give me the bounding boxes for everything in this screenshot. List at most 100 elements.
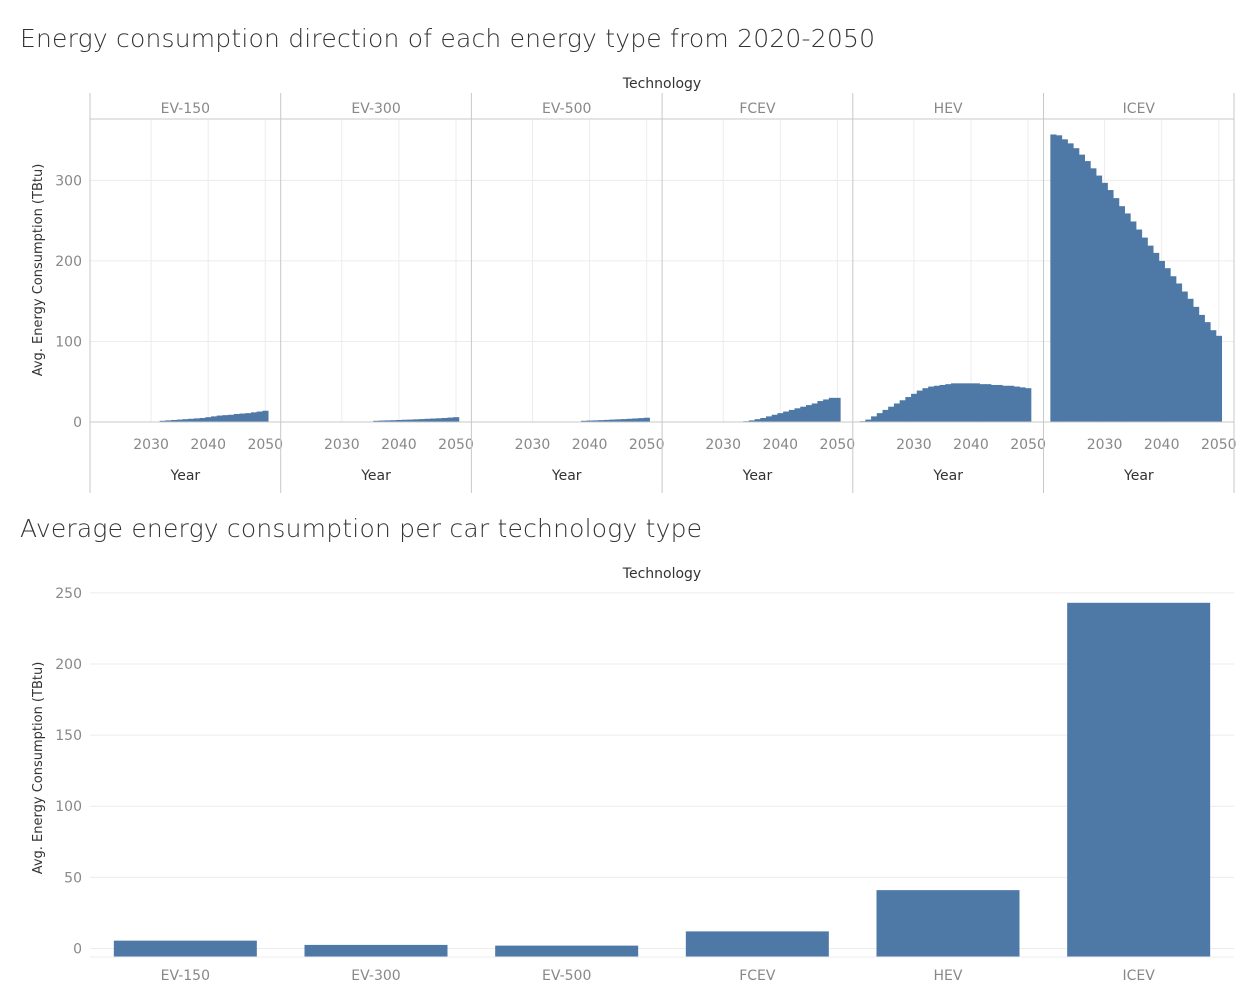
facet-label: EV-500: [542, 101, 591, 117]
y-axis-title: Avg. Energy Consumption (TBtu): [31, 662, 46, 875]
x-tick-label: 2050: [629, 437, 665, 453]
x-tick-label: 2050: [1010, 437, 1046, 453]
bar-hev-2039: [962, 383, 969, 422]
bar-fcev-2039: [771, 414, 778, 422]
column-header: Technology: [622, 76, 701, 92]
x-axis-title: Year: [1123, 468, 1154, 484]
y-tick-label: 0: [73, 941, 82, 957]
bar-ev-300-2037: [378, 420, 386, 422]
bar-icev-2044: [1181, 291, 1188, 422]
x-tick-label: HEV: [934, 968, 963, 984]
bar-hev: [876, 890, 1020, 957]
bar-hev-2040: [968, 383, 975, 422]
x-axis-title: Year: [360, 468, 391, 484]
bar-icev-2034: [1124, 213, 1131, 422]
bar-ev-150-2040: [205, 417, 212, 422]
bar-fcev-2037: [760, 417, 767, 422]
bar-ev-150-2034: [171, 419, 178, 422]
bar-ev-150-2038: [193, 418, 201, 422]
bar-hev-2036: [945, 384, 952, 422]
bar-hev-2038: [956, 383, 963, 422]
bar-icev-2031: [1107, 190, 1114, 422]
bar-icev-2035: [1130, 221, 1137, 422]
bar-hev-2025: [882, 409, 889, 422]
x-tick-label: 2040: [762, 437, 798, 453]
y-tick-label: 0: [73, 415, 82, 431]
bar-fcev-2041: [783, 411, 790, 422]
bar-ev-300-2039: [390, 420, 397, 422]
x-tick-label: 2030: [705, 437, 741, 453]
x-tick-label: EV-500: [542, 968, 591, 984]
bar-hev-2043: [985, 384, 992, 422]
bar-ev-500-2045: [615, 419, 622, 422]
bar-ev-300-2050: [453, 417, 460, 422]
bar-hev-2045: [996, 384, 1003, 422]
bar-hev-2046: [1002, 385, 1009, 422]
y-tick-label: 50: [64, 870, 82, 886]
x-tick-label: EV-300: [351, 968, 400, 984]
bar-icev-2038: [1147, 245, 1154, 422]
facet-label: FCEV: [739, 101, 776, 117]
y-tick-label: 150: [55, 728, 82, 744]
bar-hev-2050: [1025, 388, 1032, 422]
bar-fcev: [685, 931, 829, 957]
bar-icev-2022: [1056, 135, 1063, 422]
bar-fcev-2050: [834, 397, 841, 422]
bar-icev-2025: [1073, 148, 1080, 423]
bar-ev-500-2041: [592, 420, 599, 422]
bar-icev-2050: [1215, 335, 1223, 422]
bar-ev-300-2046: [430, 418, 437, 422]
x-axis-title: Year: [551, 468, 582, 484]
y-tick-label: 300: [55, 173, 82, 189]
x-tick-label: 2030: [324, 437, 360, 453]
bar-ev-150-2042: [216, 415, 223, 422]
bar-icev-2021: [1050, 134, 1057, 422]
bar-ev-300-2049: [447, 417, 454, 422]
bar-hev-2034: [933, 385, 940, 422]
bar-icev-2026: [1078, 154, 1086, 422]
bottom-chart-title: Average energy consumption per car techn…: [20, 514, 703, 543]
bar-icev-2037: [1141, 237, 1148, 422]
bar-ev-150-2032: [159, 420, 166, 422]
bar-ev-150-2046: [239, 413, 246, 422]
bar-ev-150: [113, 940, 257, 957]
bar-fcev-2044: [800, 406, 807, 422]
bar-ev-300: [304, 944, 448, 957]
facet-label: EV-300: [351, 101, 400, 117]
bar-ev-500-2044: [609, 419, 616, 422]
x-tick-label: 2040: [572, 437, 608, 453]
x-tick-label: 2030: [1087, 437, 1123, 453]
bar-ev-150-2045: [233, 413, 240, 422]
bar-icev-2039: [1153, 252, 1160, 422]
x-tick-label: 2050: [1201, 437, 1237, 453]
bar-icev-2027: [1084, 161, 1091, 422]
facet-label: HEV: [934, 101, 963, 117]
bar-hev-2042: [979, 384, 986, 422]
bar-ev-150-2037: [188, 418, 195, 422]
bar-hev-2029: [905, 397, 912, 422]
bar-icev-2023: [1061, 139, 1068, 422]
bar-fcev-2036: [754, 419, 761, 422]
x-tick-label: 2050: [438, 437, 474, 453]
bar-ev-500-2039: [581, 420, 588, 422]
top-chart-title: Energy consumption direction of each ene…: [20, 24, 876, 53]
bar-fcev-2038: [766, 416, 773, 422]
bar-fcev-2047: [817, 401, 824, 422]
bar-fcev-2046: [811, 403, 818, 422]
bar-ev-500-2049: [638, 418, 645, 422]
bar-ev-500-2047: [626, 418, 633, 422]
bar-ev-500-2050: [643, 417, 650, 422]
x-tick-label: ICEV: [1123, 968, 1156, 984]
x-tick-label: 2050: [247, 437, 283, 453]
bar-hev-2023: [871, 416, 878, 422]
bar-icev: [1067, 602, 1211, 957]
y-tick-label: 100: [55, 799, 82, 815]
bar-icev-2032: [1113, 198, 1120, 422]
bar-ev-300-2036: [373, 420, 380, 422]
bar-hev-2035: [939, 384, 946, 422]
y-tick-label: 200: [55, 657, 82, 673]
bar-hev-2047: [1008, 385, 1015, 422]
x-tick-label: 2030: [133, 437, 169, 453]
bar-fcev-2049: [828, 397, 835, 422]
bar-fcev-2035: [748, 420, 755, 422]
